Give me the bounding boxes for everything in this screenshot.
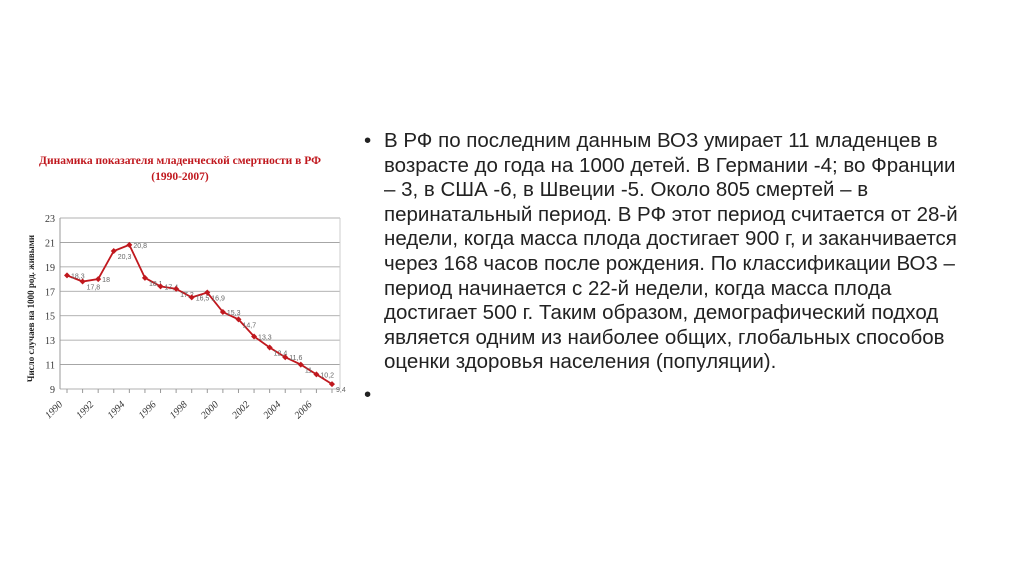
y-tick-label: 23 <box>45 214 55 225</box>
x-tick-label: 2004 <box>261 399 283 421</box>
x-tick-label: 1994 <box>106 399 128 421</box>
data-label: 15,3 <box>227 310 241 317</box>
data-point <box>64 272 70 279</box>
y-tick-label: 11 <box>45 361 55 372</box>
bullet-marker: • <box>364 129 372 152</box>
data-label: 20,3 <box>118 254 132 261</box>
data-label: 17,8 <box>87 285 101 292</box>
y-tick-label: 15 <box>45 312 55 323</box>
data-point <box>266 344 273 351</box>
data-label: 17,2 <box>180 292 194 299</box>
data-point <box>110 247 117 254</box>
data-point <box>188 294 195 301</box>
data-point <box>251 333 258 340</box>
y-axis-label: Число случаев на 1000 род. живыми <box>26 235 36 382</box>
data-label: 11,6 <box>289 355 302 362</box>
data-point <box>329 381 335 388</box>
data-label: 16,5 <box>196 295 210 302</box>
x-tick-label: 1990 <box>43 399 65 421</box>
data-point <box>282 354 289 361</box>
bullet-item: • В РФ по последним данным ВОЗ умирает 11… <box>364 129 964 375</box>
bullet-text: В РФ по последним данным ВОЗ умирает 11 … <box>384 129 958 374</box>
data-label: 16,9 <box>211 296 225 303</box>
data-label: 14,7 <box>242 322 256 329</box>
y-tick-label: 9 <box>50 385 55 396</box>
x-tick-label: 1996 <box>137 399 159 421</box>
data-point <box>157 283 164 290</box>
line-chart: 9 11 13 15 17 19 21 23 1990 1992 1994 1996 1998 2000 2… <box>26 214 346 421</box>
series-line <box>66 243 333 385</box>
data-label: 18 <box>102 277 110 284</box>
data-point <box>141 274 148 281</box>
y-tick-label: 21 <box>45 238 55 249</box>
data-point <box>204 289 211 296</box>
data-label: 9,4 <box>336 387 346 394</box>
y-tick-label: 13 <box>45 336 55 347</box>
y-tick-label: 17 <box>45 287 55 298</box>
chart-title-block: Динамика показателя младенческой смертно… <box>30 153 330 185</box>
x-tick-label: 1998 <box>168 399 190 421</box>
data-point <box>79 278 86 285</box>
bullet-list: • В РФ по последним данным ВОЗ умирает 11… <box>364 129 964 407</box>
chart-title: Динамика показателя младенческой смертно… <box>39 155 321 167</box>
data-point <box>126 241 133 248</box>
data-point <box>235 316 242 323</box>
data-label: 12,4 <box>274 350 288 357</box>
data-point <box>313 371 320 378</box>
data-label: 11 <box>305 368 312 375</box>
x-tick-label: 2000 <box>199 399 221 421</box>
bullet-marker: • <box>364 382 372 406</box>
data-point <box>297 361 304 368</box>
data-label: 20,8 <box>133 243 147 250</box>
data-point <box>219 309 226 316</box>
data-label: 18,3 <box>71 273 85 280</box>
bullet-item-empty: • <box>364 383 964 407</box>
chart-subtitle: (1990-2007) <box>151 171 209 183</box>
data-label: 13,3 <box>258 334 272 341</box>
data-label: 17,4 <box>165 284 179 291</box>
x-tick-label: 1992 <box>74 399 96 421</box>
y-tick-label: 19 <box>45 263 55 274</box>
x-tick-label: 2002 <box>230 399 252 421</box>
data-point <box>173 285 180 292</box>
data-label: 18,1 <box>149 281 163 288</box>
data-label: 10,2 <box>320 372 334 379</box>
data-point <box>95 276 102 283</box>
x-tick-label: 2006 <box>293 399 315 421</box>
